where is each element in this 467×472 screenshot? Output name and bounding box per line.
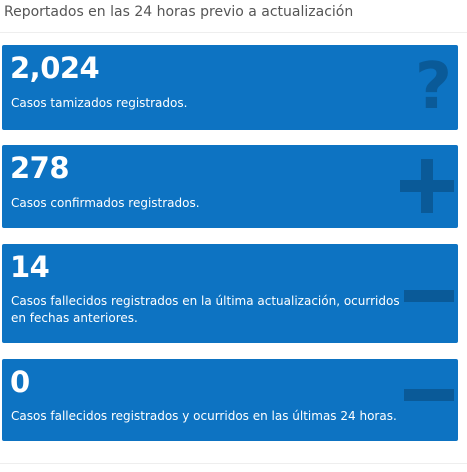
- header-title: Reportados en las 24 horas previo a actu…: [4, 4, 354, 20]
- card-fallecidos-24h-value: 0: [10, 365, 30, 399]
- minus-icon: [404, 389, 454, 406]
- card-confirmados-label: Casos confirmados registrados.: [11, 196, 200, 210]
- card-fallecidos-anteriores-value: 14: [10, 250, 50, 284]
- card-confirmados: 278 Casos confirmados registrados.: [2, 145, 458, 228]
- footer-divider: [0, 463, 467, 464]
- header-divider: [0, 32, 467, 33]
- card-fallecidos-24h-label: Casos fallecidos registrados y ocurridos…: [11, 409, 397, 423]
- minus-icon: [404, 290, 454, 307]
- card-tamizados-value: 2,024: [10, 51, 100, 85]
- question-icon: ?: [414, 50, 452, 124]
- card-fallecidos-anteriores: 14 Casos fallecidos registrados en la úl…: [2, 244, 458, 343]
- card-fallecidos-24h: 0 Casos fallecidos registrados y ocurrid…: [2, 359, 458, 441]
- card-tamizados-label: Casos tamizados registrados.: [11, 96, 188, 110]
- card-fallecidos-anteriores-label: Casos fallecidos registrados en la últim…: [11, 294, 400, 325]
- plus-icon: [400, 159, 454, 216]
- card-confirmados-value: 278: [10, 151, 70, 185]
- card-tamizados: 2,024 Casos tamizados registrados. ?: [2, 45, 458, 130]
